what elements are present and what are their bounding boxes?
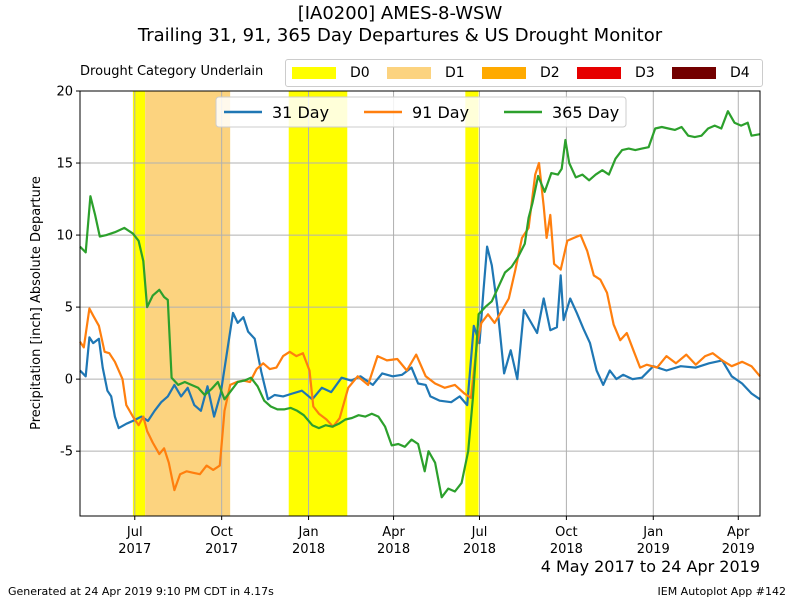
drought-legend-item-d0: D0 [292, 60, 370, 86]
drought-band-d0 [132, 91, 146, 516]
drought-legend: D0 D1 D2 D3 D4 [285, 59, 763, 87]
drought-band-d1 [145, 91, 231, 516]
drought-bands [132, 91, 479, 516]
y-tick-label: 10 [56, 229, 73, 244]
drought-band-d0 [465, 91, 479, 516]
drought-legend-text: D1 [445, 65, 465, 81]
x-tick-label-year: 2017 [118, 542, 151, 557]
x-tick-label-year: 2019 [637, 542, 670, 557]
x-axis: Jul 2017 Oct 2017 Jan 2018 Apr 2018 Jul 2018 Oct 20… [118, 516, 755, 557]
drought-swatch-d3 [577, 67, 621, 79]
y-tick-label: 0 [65, 373, 73, 388]
series-lines [79, 110, 761, 499]
legend-label-365-day: 365 Day [552, 103, 619, 122]
y-tick-label: -5 [60, 445, 73, 460]
drought-swatch-d4 [672, 67, 716, 79]
x-tick-label-month: Apr [727, 525, 750, 540]
x-tick-label-month: Jul [126, 525, 143, 540]
drought-swatch-d2 [482, 67, 526, 79]
drought-swatch-d1 [387, 67, 431, 79]
series-line-365-day [79, 110, 761, 499]
drought-legend-text: D3 [635, 65, 655, 81]
drought-legend-text: D0 [350, 65, 370, 81]
x-tick-label-year: 2018 [377, 542, 410, 557]
x-tick-label-year: 2019 [722, 542, 755, 557]
series-legend-box [215, 96, 627, 128]
x-tick-label-month: Jan [298, 525, 319, 540]
x-tick-label-month: Jan [642, 525, 663, 540]
chart-title: [IA0200] AMES-8-WSW [297, 3, 503, 24]
legend-label-31-day: 31 Day [272, 103, 329, 122]
drought-swatch-d0 [292, 67, 336, 79]
y-axis: -5 0 5 10 15 20 [56, 85, 80, 460]
x-tick-label-year: 2018 [550, 542, 583, 557]
y-axis-label: Precipitation [inch] Absolute Departure [29, 176, 44, 430]
drought-legend-item-d2: D2 [482, 60, 560, 86]
y-tick-label: 5 [65, 301, 73, 316]
plot-frame [79, 90, 761, 517]
drought-band-d0 [288, 91, 348, 516]
y-tick-label: 20 [56, 85, 73, 100]
x-tick-label-year: 2017 [205, 542, 238, 557]
series-line-31-day [79, 245, 761, 430]
app-credit: IEM Autoplot App #142 [657, 585, 787, 598]
drought-legend-item-d4: D4 [672, 60, 750, 86]
date-range-label: 4 May 2017 to 24 Apr 2019 [540, 557, 760, 576]
y-tick-label: 15 [56, 157, 73, 172]
x-tick-label-month: Apr [382, 525, 405, 540]
legend-label-91-day: 91 Day [412, 103, 469, 122]
x-tick-label-year: 2018 [292, 542, 325, 557]
drought-legend-label: Drought Category Underlain [80, 64, 264, 79]
drought-legend-item-d1: D1 [387, 60, 465, 86]
x-tick-label-month: Oct [210, 525, 232, 540]
drought-legend-item-d3: D3 [577, 60, 655, 86]
series-legend: 31 Day 91 Day 365 Day [215, 96, 627, 128]
series-line-91-day [79, 161, 761, 492]
x-tick-label-month: Oct [555, 525, 577, 540]
generated-note: Generated at 24 Apr 2019 9:10 PM CDT in … [8, 585, 274, 598]
x-tick-label-year: 2018 [463, 542, 496, 557]
drought-legend-text: D2 [540, 65, 560, 81]
chart-subtitle: Trailing 31, 91, 365 Day Departures & US… [137, 25, 663, 46]
x-tick-label-month: Jul [471, 525, 488, 540]
drought-legend-text: D4 [730, 65, 750, 81]
